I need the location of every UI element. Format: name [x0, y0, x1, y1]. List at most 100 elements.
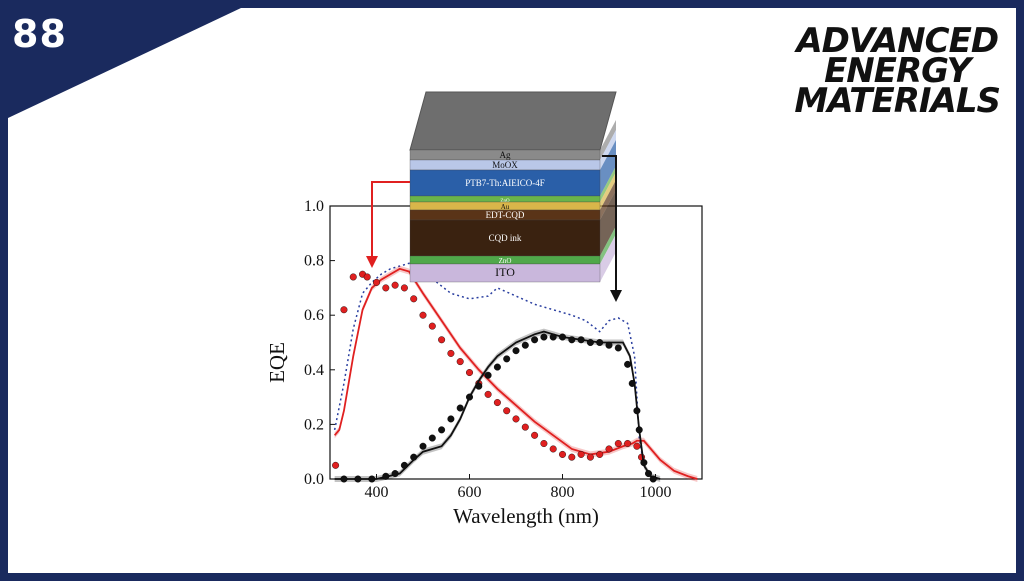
- series-point-4: [649, 475, 657, 483]
- series-point-2: [596, 450, 604, 458]
- device-layer-side: [600, 180, 616, 220]
- series-point-2: [419, 311, 427, 319]
- series-point-4: [419, 442, 427, 450]
- x-axis-label: Wavelength (nm): [453, 504, 599, 528]
- series-point-4: [521, 341, 529, 349]
- device-layer: [409, 219, 601, 257]
- series-point-4: [484, 371, 492, 379]
- series-point-4: [493, 363, 501, 371]
- device-top-face: [409, 91, 617, 151]
- series-point-2: [484, 390, 492, 398]
- series-point-4: [466, 393, 474, 401]
- series-point-4: [614, 344, 622, 352]
- series-line-3: [334, 330, 661, 480]
- series-point-4: [568, 336, 576, 344]
- series-point-4: [586, 339, 594, 347]
- journal-logo-line3: MATERIALS: [794, 81, 1001, 121]
- series-point-2: [605, 445, 613, 453]
- series-line-absorption: [333, 262, 650, 474]
- series-point-4: [391, 470, 399, 478]
- x-tick-label: 400: [365, 484, 389, 501]
- x-tick-label: 600: [458, 484, 482, 501]
- series-point-2: [447, 349, 455, 357]
- series-point-2: [568, 453, 576, 461]
- series-point-4: [428, 434, 436, 442]
- series-point-2: [332, 461, 340, 469]
- series-point-2: [363, 273, 371, 281]
- series-point-4: [400, 461, 408, 469]
- x-tick-label: 1000: [640, 484, 672, 501]
- series-point-4: [540, 333, 548, 341]
- series-band-1: [334, 265, 698, 482]
- series-point-2: [586, 453, 594, 461]
- series-point-2: [559, 450, 567, 458]
- series-point-4: [596, 339, 604, 347]
- y-tick-label: 0.4: [304, 362, 324, 379]
- series-point-2: [577, 450, 585, 458]
- device-layer-side: [600, 226, 616, 264]
- series-point-4: [368, 475, 376, 483]
- series-point-4: [633, 407, 641, 415]
- series-point-2: [493, 399, 501, 407]
- issue-badge: 88: [12, 12, 67, 56]
- series-point-2: [456, 358, 464, 366]
- journal-logo-line2: ENERGY: [824, 51, 971, 91]
- device-layer-side: [600, 234, 616, 282]
- series-point-2: [624, 440, 632, 448]
- series-point-4: [512, 347, 520, 355]
- series-point-4: [531, 336, 539, 344]
- device-layer-label: PTB7-Th:AIEICO-4F: [465, 178, 545, 188]
- y-tick-label: 0.0: [304, 471, 324, 488]
- y-tick-label: 1.0: [304, 198, 324, 215]
- series-point-2: [340, 306, 348, 314]
- series-point-4: [624, 360, 632, 368]
- series-point-4: [475, 382, 483, 390]
- series-point-4: [640, 459, 648, 467]
- device-layer-label: EDT-CQD: [486, 210, 525, 220]
- series-point-2: [521, 423, 529, 431]
- black-callout-arrow: [602, 155, 617, 292]
- series-point-2: [373, 278, 381, 286]
- y-tick-label: 0.8: [304, 253, 324, 270]
- series-point-4: [645, 470, 653, 478]
- series-point-4: [382, 472, 390, 480]
- red-arrowhead-icon: [366, 256, 378, 268]
- device-layer-side: [600, 130, 616, 170]
- journal-logo: ADVANCED ENERGY MATERIALS: [794, 21, 1001, 121]
- device-layer-side: [600, 120, 616, 160]
- series-point-2: [512, 415, 520, 423]
- series-point-4: [447, 415, 455, 423]
- device-layer-label: Au: [501, 203, 510, 211]
- series-point-2: [549, 445, 557, 453]
- series-point-2: [466, 369, 474, 377]
- series-point-4: [438, 426, 446, 434]
- y-axis-label: EQE: [265, 342, 289, 383]
- device-layer-label: ZnO: [499, 257, 512, 265]
- device-layer-side: [600, 172, 616, 210]
- series-point-2: [531, 431, 539, 439]
- series-point-4: [577, 336, 585, 344]
- device-layer-label: CQD ink: [489, 233, 522, 243]
- series-point-4: [605, 341, 613, 349]
- series-point-2: [633, 442, 641, 450]
- y-tick-label: 0.6: [304, 307, 324, 324]
- device-layer-label: ITO: [495, 265, 515, 279]
- series-point-2: [438, 336, 446, 344]
- series-point-2: [391, 281, 399, 289]
- series-point-4: [549, 333, 557, 341]
- device-layer-label: Ag: [500, 150, 511, 160]
- series-point-4: [354, 475, 362, 483]
- device-layer-side: [600, 140, 616, 196]
- series-point-4: [503, 355, 511, 363]
- series-point-2: [410, 295, 418, 303]
- device-layer-side: [600, 166, 616, 202]
- black-arrowhead-icon: [610, 290, 622, 302]
- series-point-4: [340, 475, 348, 483]
- journal-logo-line1: ADVANCED: [796, 21, 999, 61]
- device-layer-label: ZnO: [500, 199, 510, 204]
- red-callout-arrow: [371, 181, 410, 258]
- series-line-1: [333, 267, 698, 480]
